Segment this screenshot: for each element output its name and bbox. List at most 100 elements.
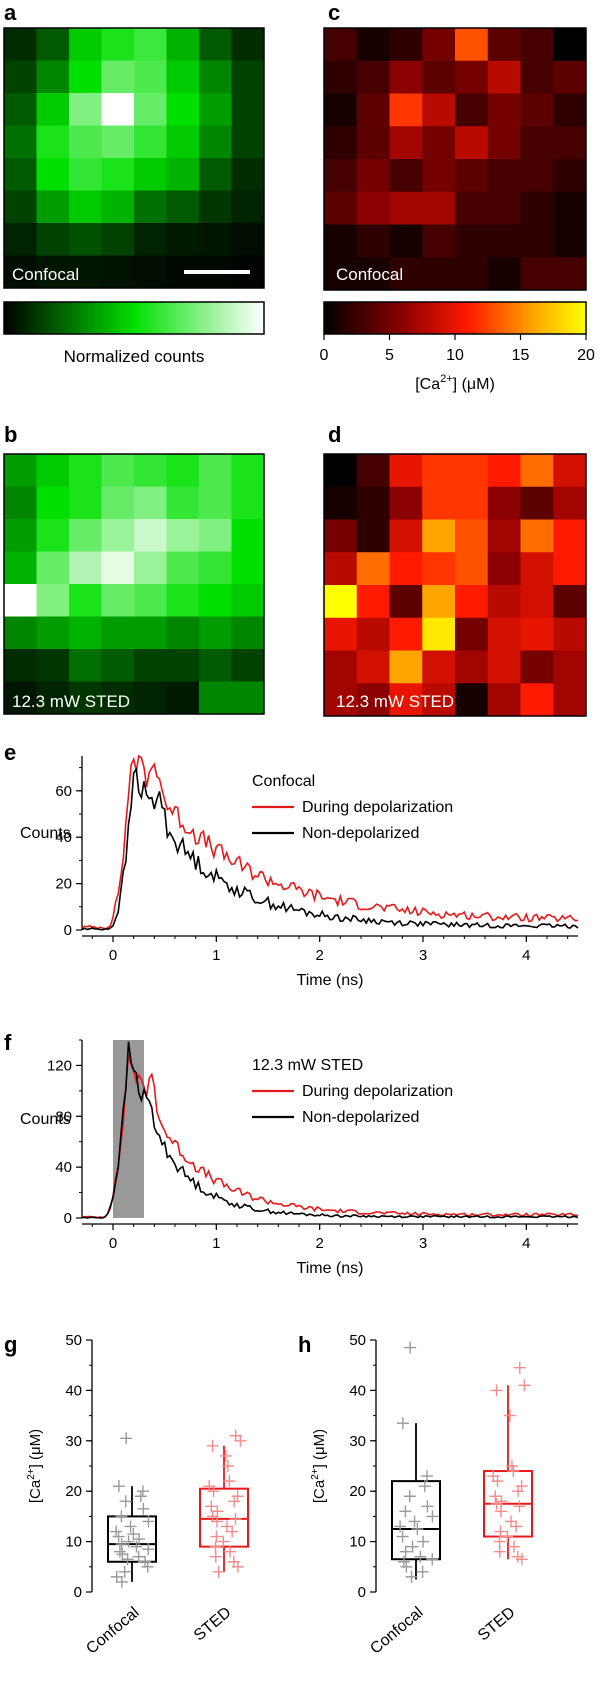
heatmap-a-cell: [199, 223, 232, 256]
heatmap-c-cell: [487, 224, 521, 258]
heatmap-c-cell: [324, 28, 358, 62]
heatmap-c-cell: [389, 28, 423, 62]
y-tick-label: 50: [65, 1332, 82, 1349]
data-point: [494, 1505, 507, 1518]
heatmap-a-cell: [101, 28, 135, 61]
data-point: [210, 1530, 223, 1543]
heatmap-b-cell: [134, 519, 167, 552]
x-tick-label: 2: [315, 947, 323, 964]
y-tick-label: 10: [65, 1534, 82, 1551]
heatmap-a-cell: [4, 125, 37, 159]
heatmap-a-cell: [231, 223, 265, 256]
heatmap-d-cell: [422, 650, 456, 684]
heatmap-a-cell: [134, 255, 167, 289]
data-point: [228, 1495, 241, 1508]
series-line-depolarized: [81, 1054, 579, 1219]
heatmap-d-cell: [520, 683, 554, 717]
heatmap-d-cell: [422, 683, 456, 717]
heatmap-d-cell: [455, 617, 489, 651]
data-point: [142, 1543, 155, 1556]
heatmap-a-frame: [3, 27, 265, 289]
data-point: [491, 1475, 504, 1488]
heatmap-a-cell: [134, 158, 167, 191]
data-point: [209, 1550, 222, 1563]
panel-letter-f: f: [4, 1030, 12, 1055]
data-point: [112, 1530, 125, 1543]
data-point: [219, 1449, 232, 1462]
data-point: [493, 1545, 506, 1558]
category-label: Confocal: [83, 1604, 142, 1658]
heatmap-d-cell: [356, 486, 390, 520]
heatmap-d-cell: [356, 454, 390, 488]
heatmap-b-cell: [4, 681, 37, 715]
category-label: Confocal: [367, 1604, 426, 1658]
heatmap-a-cell: [101, 60, 135, 94]
heatmap-c-cell: [356, 159, 390, 193]
heatmap-d-cell: [520, 650, 554, 684]
heatmap-b-cell: [36, 584, 70, 617]
heatmap-d-cell: [356, 552, 390, 586]
heatmap-b-cell: [166, 519, 200, 552]
data-point: [115, 1510, 128, 1523]
heatmap-d-frame: [323, 453, 587, 717]
heatmap-d-cell: [324, 454, 358, 488]
heatmap-a-cell: [69, 223, 102, 256]
data-point: [396, 1417, 409, 1430]
x-tick-label: 3: [419, 947, 427, 964]
heatmap-c-cell: [455, 28, 489, 62]
data-point: [501, 1530, 514, 1543]
heatmap-c-cell: [389, 257, 423, 291]
colorbar-tick-label: 10: [446, 347, 464, 364]
heatmap-c-cell: [422, 159, 456, 193]
heatmap-c-cell: [324, 159, 358, 193]
heatmap-b-cell: [134, 616, 167, 650]
x-tick-label: 0: [109, 947, 117, 964]
heatmap-b-cell: [101, 519, 135, 552]
data-point: [121, 1553, 134, 1566]
heatmap-c-cell: [389, 126, 423, 160]
data-point: [405, 1570, 418, 1583]
heatmap-c-cell: [324, 257, 358, 291]
heatmap-c-cell: [389, 159, 423, 193]
heatmap-a-cell: [4, 158, 37, 191]
heatmap-a-cell: [134, 60, 167, 94]
heatmap-d-cell: [422, 617, 456, 651]
heatmap-b-cell: [4, 584, 37, 617]
data-point: [120, 1432, 133, 1445]
heatmap-b-label: 12.3 mW STED: [12, 692, 130, 711]
heatmap-d-cell: [389, 486, 423, 520]
heatmap-b-cell: [134, 681, 167, 715]
y-tick-label: 20: [55, 876, 72, 893]
heatmap-a-cell: [231, 158, 265, 191]
data-point: [513, 1361, 526, 1374]
data-point: [234, 1434, 247, 1447]
heatmap-d-cell: [487, 519, 521, 553]
heatmap-d-cell: [487, 486, 521, 520]
y-tick-label: 40: [55, 829, 72, 846]
data-point: [137, 1502, 150, 1515]
data-point: [508, 1540, 521, 1553]
heatmap-c-cell: [356, 93, 390, 127]
heatmap-a-cell: [4, 255, 37, 289]
heatmap-b-cell: [69, 649, 102, 682]
heatmap-c-cell: [324, 126, 358, 160]
chart-h: 0 10 20 30 40 50 [Ca2+] (μM) Confocal STED: [310, 1332, 533, 1658]
x-tick-label: 1: [212, 947, 220, 964]
data-point: [209, 1540, 222, 1553]
y-tick-label: 40: [55, 1159, 72, 1176]
heatmap-b-cell: [69, 454, 102, 487]
heatmap-c-cell: [455, 126, 489, 160]
data-point: [231, 1490, 244, 1503]
colorbar-green: [3, 301, 265, 335]
heatmap-b-cell: [4, 649, 37, 682]
heatmap-c-cell: [356, 224, 390, 258]
data-point: [211, 1505, 224, 1518]
data-point: [490, 1384, 503, 1397]
heatmap-d-cell: [487, 552, 521, 586]
heatmap-b: [3, 453, 265, 715]
heatmap-c-cell: [422, 28, 456, 62]
heatmap-d-cell: [455, 454, 489, 488]
series-line-non-depolarized: [81, 767, 579, 931]
heatmap-b-cell: [199, 551, 232, 585]
heatmap-a-cell: [231, 60, 265, 94]
